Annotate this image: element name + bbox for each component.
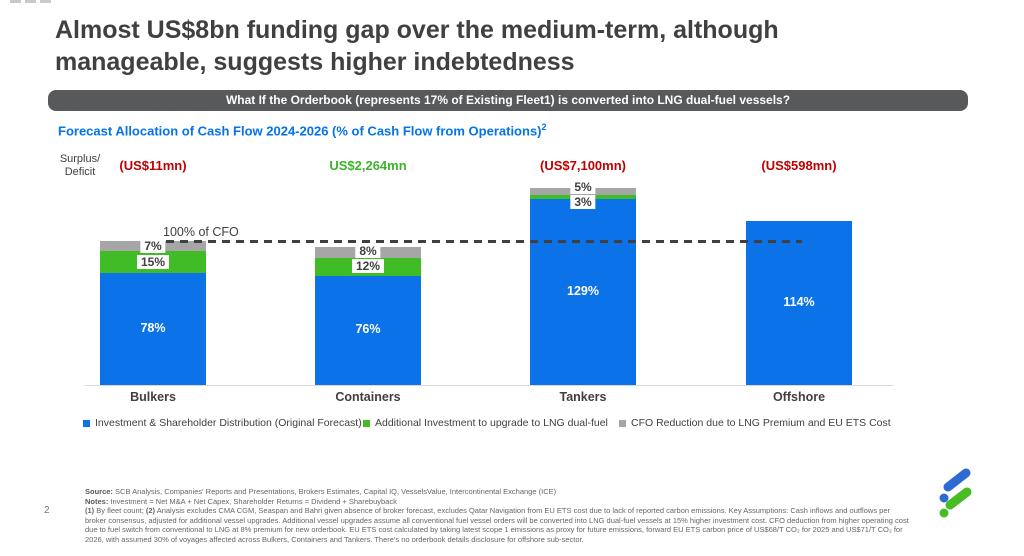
legend-label: Additional Investment to upgrade to LNG … bbox=[375, 417, 608, 429]
chart-heading-text: Forecast Allocation of Cash Flow 2024-20… bbox=[58, 123, 542, 139]
legend-item: CFO Reduction due to LNG Premium and EU … bbox=[619, 417, 891, 429]
source-text: SCB Analysis, Companies' Reports and Pre… bbox=[112, 487, 557, 496]
bar-segment bbox=[530, 199, 636, 385]
cropped-text-artifact bbox=[10, 0, 54, 3]
scenario-banner: What If the Orderbook (represents 17% of… bbox=[48, 90, 968, 111]
legend-swatch-blue bbox=[83, 419, 90, 427]
bar-segment bbox=[315, 275, 421, 385]
chart-heading: Forecast Allocation of Cash Flow 2024-20… bbox=[58, 122, 547, 138]
legend-item: Investment & Shareholder Distribution (O… bbox=[83, 417, 362, 429]
sc-logo bbox=[936, 466, 976, 520]
category-label: Tankers bbox=[559, 390, 607, 404]
segment-value-box: 7% bbox=[140, 239, 166, 254]
category-label: Containers bbox=[335, 390, 401, 404]
bar-segment bbox=[746, 220, 852, 385]
notes-line: Notes: Investment = Net M&A + Net Capex,… bbox=[85, 497, 913, 507]
segment-value-box: 12% bbox=[351, 258, 385, 273]
y-axis-label-line1: Surplus/ bbox=[59, 153, 101, 165]
notes-text: Investment = Net M&A + Net Capex, Shareh… bbox=[108, 496, 397, 506]
category-label: Bulkers bbox=[130, 390, 176, 404]
footnotes: Source: SCB Analysis, Companies' Reports… bbox=[85, 487, 913, 544]
segment-value-box: 5% bbox=[570, 180, 596, 195]
sc-trustmark-icon bbox=[939, 468, 972, 518]
segment-value-box: 8% bbox=[355, 243, 381, 258]
slide-title: Almost US$8bn funding gap over the mediu… bbox=[55, 16, 779, 76]
axis-baseline bbox=[85, 385, 893, 386]
page-number: 2 bbox=[44, 505, 50, 516]
reference-line-label: 100% of CFO bbox=[163, 225, 239, 239]
surplus-deficit-value: (US$11mn) bbox=[119, 158, 187, 173]
category-label: Offshore bbox=[772, 390, 826, 404]
segment-value-label: 78% bbox=[140, 320, 166, 335]
y-axis-label-line2: Deficit bbox=[64, 166, 96, 178]
source-label: Source: bbox=[85, 487, 113, 496]
segment-value-label: 129% bbox=[567, 284, 599, 299]
notes-label: Notes: bbox=[85, 496, 109, 506]
segment-value-label: 114% bbox=[783, 294, 815, 309]
legend-swatch-gray bbox=[619, 419, 626, 427]
legend-label: CFO Reduction due to LNG Premium and EU … bbox=[631, 417, 891, 429]
source-line: Source: SCB Analysis, Companies' Reports… bbox=[85, 487, 913, 497]
surplus-deficit-value: (US$598mn) bbox=[761, 158, 837, 173]
segment-value-box: 15% bbox=[136, 254, 170, 269]
reference-line bbox=[166, 240, 802, 243]
y-axis-label: Surplus/ Deficit bbox=[48, 153, 112, 179]
legend-swatch-green bbox=[363, 419, 370, 427]
surplus-deficit-value: (US$7,100mn) bbox=[540, 158, 626, 173]
chart-heading-footnote-ref: 2 bbox=[541, 122, 547, 132]
footnote-body: (1) By fleet count; (2) Analysis exclude… bbox=[85, 506, 909, 544]
legend-label: Investment & Shareholder Distribution (O… bbox=[95, 417, 362, 429]
segment-value-label: 76% bbox=[355, 322, 381, 337]
legend-item: Additional Investment to upgrade to LNG … bbox=[363, 417, 608, 429]
bar-segment bbox=[100, 272, 206, 385]
surplus-deficit-value: US$2,264mn bbox=[329, 158, 407, 173]
segment-value-box: 3% bbox=[570, 195, 596, 210]
